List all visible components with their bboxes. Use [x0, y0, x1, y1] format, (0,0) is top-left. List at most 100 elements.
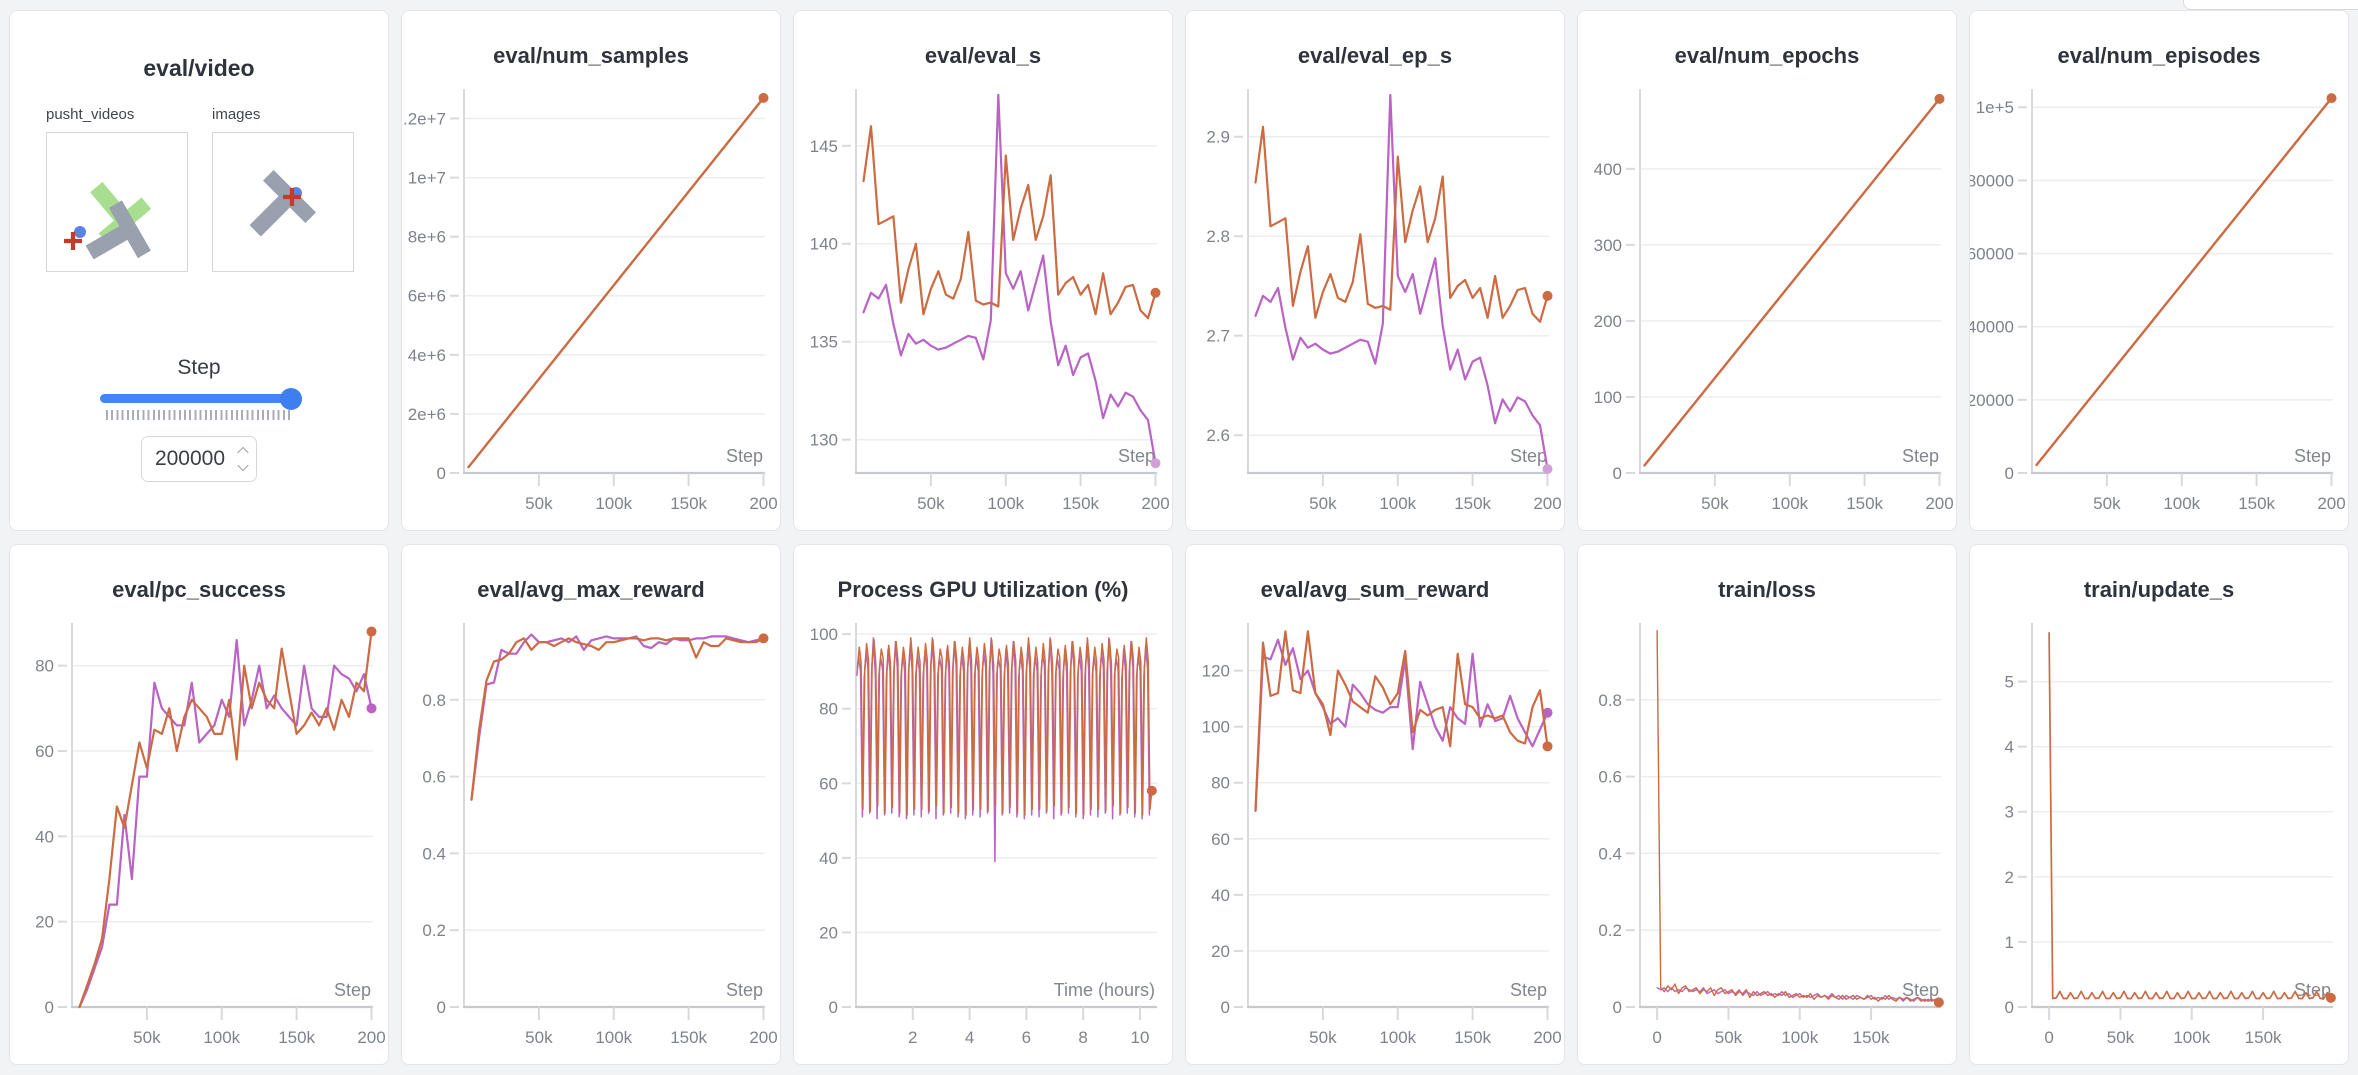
chart-panel-eval-avg_max_reward[interactable]: eval/avg_max_reward 0 0.2 0.4 0.6 0.8 50k 100k 1… — [401, 544, 781, 1065]
spinner-up-icon[interactable] — [237, 446, 249, 459]
spinner-down-icon[interactable] — [237, 459, 249, 472]
svg-text:150k: 150k — [670, 494, 707, 513]
x-axis-label: Step — [1510, 446, 1547, 466]
svg-text:40: 40 — [35, 827, 54, 846]
series-run-orange — [1656, 630, 1940, 1004]
step-slider[interactable] — [100, 387, 302, 420]
svg-text:50k: 50k — [525, 494, 553, 513]
svg-text:20000: 20000 — [1969, 391, 2014, 410]
svg-text:150k: 150k — [1846, 494, 1883, 513]
series-endpoint-run-purple — [1150, 458, 1161, 469]
svg-text:6e+6: 6e+6 — [408, 287, 446, 306]
chart-panel-process-gpu-utilization[interactable]: Process GPU Utilization (%) 0 20 40 60 80 100 2… — [793, 544, 1173, 1065]
svg-text:0.2: 0.2 — [422, 921, 446, 940]
svg-text:150k: 150k — [2245, 1028, 2282, 1047]
chart-canvas[interactable]: 0 20000 40000 60000 80000 1e+5 50k 100k 150k 200 S… — [1969, 77, 2346, 527]
svg-text:2e+6: 2e+6 — [408, 405, 446, 424]
series-endpoint-run-orange — [2326, 93, 2337, 104]
svg-text:0: 0 — [1613, 464, 1622, 483]
svg-text:200: 200 — [1141, 494, 1169, 513]
gray-t-shape — [249, 169, 317, 237]
images-thumbnail[interactable] — [212, 132, 354, 272]
svg-text:0.6: 0.6 — [1598, 768, 1622, 787]
svg-text:150k: 150k — [2238, 494, 2275, 513]
svg-text:100k: 100k — [1379, 1028, 1416, 1047]
series-endpoint-run-orange — [1542, 741, 1553, 752]
chart-canvas[interactable]: 0 20 40 60 80 100 2 4 6 8 10 Time (hours) — [796, 611, 1170, 1061]
svg-text:100: 100 — [1202, 718, 1230, 737]
chart-panel-train-update_s[interactable]: train/update_s 0 1 2 3 4 5 0 50k 100k 150k Step — [1969, 544, 2349, 1065]
svg-text:2: 2 — [908, 1028, 917, 1047]
chart-panel-eval-eval_s[interactable]: eval/eval_s 130 135 140 145 50k 100k 150k 200 Ste… — [793, 10, 1173, 531]
svg-text:0: 0 — [437, 464, 446, 483]
svg-text:0: 0 — [829, 998, 838, 1017]
chart-panel-eval-num_episodes[interactable]: eval/num_episodes 0 20000 40000 60000 80000 1e… — [1969, 10, 2349, 531]
svg-text:200: 200 — [2317, 494, 2345, 513]
chart-panel-eval-eval_ep_s[interactable]: eval/eval_ep_s 2.6 2.7 2.8 2.9 50k 100k 150k 200… — [1185, 10, 1565, 531]
svg-text:0.4: 0.4 — [422, 844, 446, 863]
svg-text:200: 200 — [1533, 494, 1561, 513]
svg-text:80: 80 — [1211, 774, 1230, 793]
x-axis-label: Step — [726, 980, 763, 1000]
chart-canvas[interactable]: 0 0.2 0.4 0.6 0.8 0 50k 100k 150k Step — [1580, 611, 1954, 1061]
chart-canvas[interactable]: 0 0.2 0.4 0.6 0.8 50k 100k 150k 200 Step — [404, 611, 778, 1061]
chart-canvas[interactable]: 0 1 2 3 4 5 0 50k 100k 150k Step — [1972, 611, 2346, 1061]
step-value-spinner[interactable] — [237, 446, 249, 472]
svg-text:50k: 50k — [133, 1028, 161, 1047]
svg-text:200: 200 — [749, 1028, 777, 1047]
chart-title: eval/num_episodes — [2057, 43, 2261, 68]
svg-text:100k: 100k — [2173, 1028, 2210, 1047]
series-endpoint-run-orange — [1146, 785, 1157, 796]
series-endpoint-run-orange — [758, 92, 769, 103]
pusht-video-thumbnail[interactable] — [46, 132, 188, 272]
chart-canvas[interactable]: 130 135 140 145 50k 100k 150k 200 Step — [796, 77, 1170, 527]
chart-panel-train-loss[interactable]: train/loss 0 0.2 0.4 0.6 0.8 0 50k 100k 150k Step — [1577, 544, 1957, 1065]
series-endpoint-run-orange — [758, 633, 769, 644]
x-axis-label: Step — [1510, 980, 1547, 1000]
gray-t-shape — [85, 200, 151, 260]
chart-canvas[interactable]: 0 20 40 60 80 50k 100k 150k 200 Step — [12, 611, 386, 1061]
step-slider-track[interactable] — [100, 387, 302, 410]
svg-text:50k: 50k — [1701, 494, 1729, 513]
chart-panel-eval-pc_success[interactable]: eval/pc_success 0 20 40 60 80 50k 100k 150k 200 St… — [9, 544, 389, 1065]
chart-canvas[interactable]: 0 20 40 60 80 100 120 50k 100k 150k 200 Step — [1188, 611, 1562, 1061]
svg-text:300: 300 — [1594, 236, 1622, 255]
svg-text:0: 0 — [2044, 1028, 2053, 1047]
chart-canvas[interactable]: 0 2e+6 4e+6 6e+6 8e+6 1e+7 1.2e+7 50k 100k 150k 20… — [402, 77, 778, 527]
svg-text:60: 60 — [819, 774, 838, 793]
svg-text:50k: 50k — [525, 1028, 553, 1047]
svg-text:20: 20 — [1211, 942, 1230, 961]
svg-text:8e+6: 8e+6 — [408, 228, 446, 247]
step-slider-thumb[interactable] — [280, 387, 302, 410]
chart-canvas[interactable]: 0 100 200 300 400 50k 100k 150k 200 Step — [1580, 77, 1954, 527]
chart-panel-eval-num_epochs[interactable]: eval/num_epochs 0 100 200 300 400 50k 100k 150k 2… — [1577, 10, 1957, 531]
cutoff-panel-edge — [2183, 0, 2358, 10]
series-endpoint-run-orange — [1933, 997, 1944, 1008]
svg-text:140: 140 — [810, 235, 838, 254]
chart-title: eval/avg_sum_reward — [1260, 577, 1490, 602]
video-panel[interactable]: eval/video pusht_videos — [9, 10, 389, 531]
svg-text:0.6: 0.6 — [422, 768, 446, 787]
svg-text:50k: 50k — [1309, 494, 1337, 513]
pusht-video-image — [64, 181, 152, 260]
chart-title: eval/pc_success — [112, 577, 286, 602]
svg-text:4: 4 — [2005, 738, 2014, 757]
svg-text:200: 200 — [1533, 1028, 1561, 1047]
series-run-orange — [1254, 125, 1549, 323]
pusht-videos-label: pusht_videos — [46, 106, 135, 123]
chart-canvas[interactable]: 2.6 2.7 2.8 2.9 50k 100k 150k 200 Step — [1188, 77, 1562, 527]
svg-text:100k: 100k — [203, 1028, 240, 1047]
svg-text:150k: 150k — [1454, 494, 1491, 513]
svg-text:1: 1 — [2005, 933, 2014, 952]
svg-text:100k: 100k — [1771, 494, 1808, 513]
svg-text:6: 6 — [1022, 1028, 1031, 1047]
step-slider-ticks — [106, 410, 292, 420]
chart-panel-eval-num_samples[interactable]: eval/num_samples 0 2e+6 4e+6 6e+6 8e+6 1e+7 1.2… — [401, 10, 781, 531]
svg-text:0: 0 — [1613, 998, 1622, 1017]
step-value-input[interactable] — [142, 437, 256, 481]
x-axis-label: Step — [1118, 446, 1155, 466]
series-run-purple — [1254, 638, 1549, 812]
series-endpoint-run-purple — [1542, 464, 1553, 475]
svg-text:80: 80 — [819, 700, 838, 719]
chart-panel-eval-avg_sum_reward[interactable]: eval/avg_sum_reward 0 20 40 60 80 100 120 50k 100… — [1185, 544, 1565, 1065]
